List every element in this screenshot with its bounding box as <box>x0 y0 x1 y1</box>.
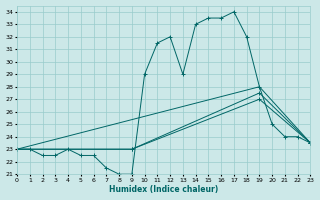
X-axis label: Humidex (Indice chaleur): Humidex (Indice chaleur) <box>109 185 218 194</box>
